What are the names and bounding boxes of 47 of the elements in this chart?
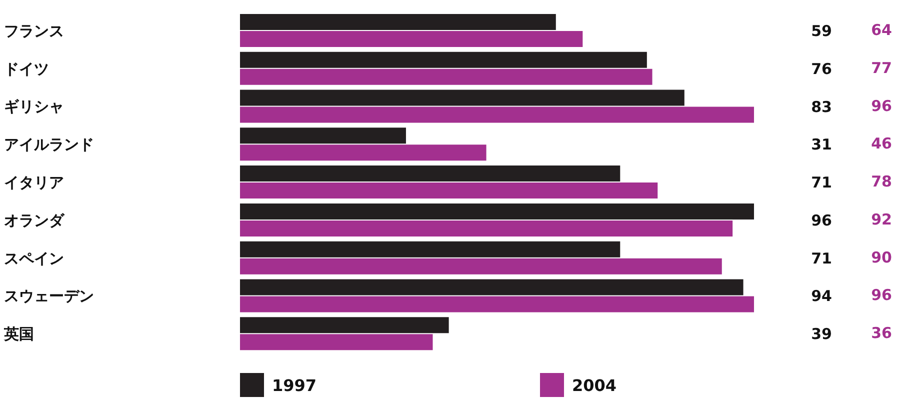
data-label: 94 (811, 287, 832, 306)
y-tick-label: ドイツ (4, 60, 49, 78)
bar (240, 203, 754, 220)
bar (240, 334, 433, 350)
y-tick-label: 英国 (3, 325, 34, 344)
y-tick-label: オランダ (4, 211, 65, 230)
y-tick-label: スペイン (4, 249, 64, 268)
bar (240, 52, 647, 68)
y-tick-label: スウェーデン (4, 287, 94, 306)
bar (240, 279, 744, 296)
legend-label: 2004 (572, 376, 617, 394)
bar (240, 14, 556, 30)
data-label: 59 (811, 22, 832, 40)
bar (240, 68, 652, 85)
data-label: 31 (811, 136, 832, 154)
data-label: 77 (871, 58, 892, 77)
bar (240, 90, 684, 106)
data-label: 96 (811, 211, 832, 230)
bar (240, 241, 620, 258)
data-label: 39 (811, 325, 832, 344)
bar (240, 220, 733, 236)
y-tick-label: アイルランド (4, 136, 94, 154)
bar (240, 296, 754, 312)
legend-label: 1997 (272, 376, 317, 394)
bar (240, 144, 486, 161)
data-label: 96 (871, 96, 892, 115)
bar (240, 182, 658, 199)
bar (240, 166, 620, 182)
data-label: 71 (811, 174, 832, 192)
bar (240, 258, 722, 274)
data-label: 64 (871, 21, 892, 39)
data-label: 78 (871, 172, 892, 191)
bar (240, 106, 754, 123)
data-label: 36 (871, 324, 892, 342)
data-label: 71 (811, 249, 832, 268)
bar (240, 128, 406, 144)
data-label: 96 (871, 286, 892, 304)
data-label: 92 (871, 210, 892, 228)
y-tick-label: フランス (4, 22, 64, 40)
data-label: 90 (871, 248, 892, 266)
y-tick-label: ギリシャ (4, 98, 64, 116)
bar (240, 317, 449, 334)
data-label: 46 (871, 134, 892, 153)
bar (240, 31, 583, 47)
data-label: 83 (811, 98, 832, 116)
y-tick-label: イタリア (4, 174, 64, 192)
data-label: 76 (811, 60, 832, 78)
